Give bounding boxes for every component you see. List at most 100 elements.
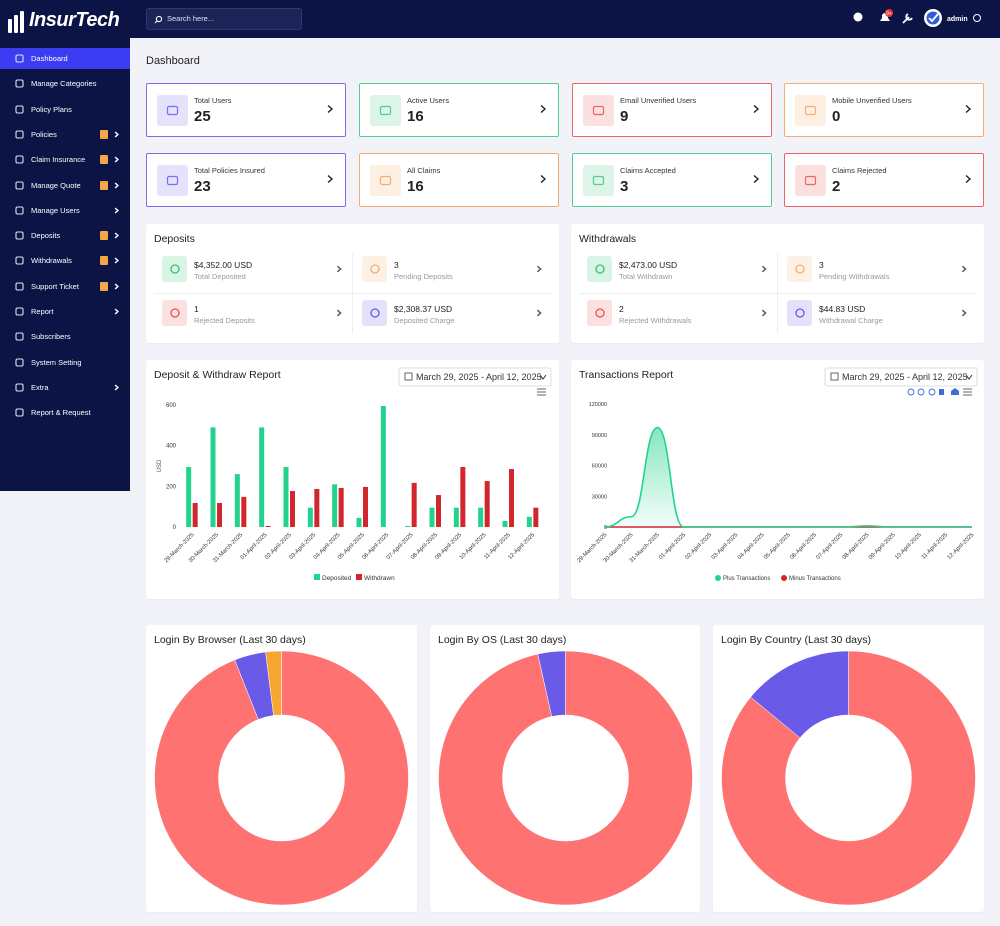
x-tick-label: 09-April-2025 xyxy=(868,532,897,561)
stat-card[interactable]: Claims Rejected 2 xyxy=(784,153,984,207)
sidebar-item[interactable]: Report xyxy=(0,301,130,322)
stat-label: Active Users xyxy=(407,96,450,105)
chevron-icon xyxy=(961,265,967,273)
icon-shape xyxy=(15,307,24,316)
sidebar-item[interactable]: Extra xyxy=(0,377,130,398)
sidebar-item[interactable]: Manage Users xyxy=(0,200,130,221)
bar xyxy=(429,507,435,527)
sidebar-item[interactable]: Dashboard xyxy=(0,48,130,69)
stat-card[interactable]: Total Policies Insured 23 xyxy=(146,153,346,207)
summary-value: $2,473.00 USD xyxy=(619,260,678,270)
x-tick-label: 04-April-2025 xyxy=(737,532,766,561)
sidebar-icon xyxy=(15,130,24,139)
summary-glyph xyxy=(795,264,805,274)
stat-glyph xyxy=(592,105,605,116)
icon-shape xyxy=(15,79,24,88)
sidebar-icon xyxy=(15,54,24,63)
chevron xyxy=(327,174,334,184)
date-range-box[interactable] xyxy=(824,367,978,387)
chevron-icon xyxy=(114,257,119,264)
top-icons: 9+ admin xyxy=(853,9,981,27)
sidebar-item[interactable]: Support Ticket xyxy=(0,276,130,297)
bar xyxy=(186,467,192,527)
chevron-icon xyxy=(114,182,119,188)
stat-card[interactable]: Active Users 16 xyxy=(359,83,559,137)
chevron-icon xyxy=(114,232,119,239)
bar xyxy=(436,495,441,527)
bar xyxy=(210,427,216,527)
stat-icon xyxy=(370,95,401,126)
stat-card[interactable]: Mobile Unverified Users 0 xyxy=(784,83,984,137)
chevron xyxy=(114,384,119,391)
chart: Login By Country (Last 30 days) xyxy=(721,634,976,906)
chevron-icon xyxy=(761,265,767,273)
sidebar-item[interactable]: Subscribers xyxy=(0,326,130,347)
sidebar-label: Report & Request xyxy=(31,408,91,418)
sidebar-icon xyxy=(15,332,24,341)
chart-title: Login By OS (Last 30 days) xyxy=(438,634,566,646)
stat-card[interactable]: Total Users 25 xyxy=(146,83,346,137)
bar xyxy=(314,488,320,527)
summary-value: 2 xyxy=(619,304,624,314)
wrench-icon xyxy=(902,13,913,24)
stat-value: 25 xyxy=(194,108,211,125)
sidebar-item[interactable]: Policy Plans xyxy=(0,99,130,120)
chart-title: Login By Country (Last 30 days) xyxy=(721,634,871,646)
sidebar-item[interactable]: Claim Insurance xyxy=(0,149,130,170)
chevron xyxy=(965,104,972,114)
chevron xyxy=(540,174,547,184)
summary-glyph xyxy=(370,264,380,274)
chevron-icon xyxy=(965,104,972,114)
sidebar-item[interactable]: Policies xyxy=(0,124,130,145)
chevron-icon xyxy=(114,131,119,138)
icon-shape xyxy=(15,231,24,240)
handle xyxy=(154,20,158,24)
sidebar-label: Manage Users xyxy=(31,205,80,215)
bar xyxy=(460,467,466,527)
chevron-icon xyxy=(336,309,342,317)
bar xyxy=(192,503,198,527)
summary-icon xyxy=(162,256,187,282)
stat-label: Total Users xyxy=(194,96,232,105)
glyph xyxy=(795,308,805,318)
chevron xyxy=(114,182,119,188)
chart-title: Login By Browser (Last 30 days) xyxy=(154,634,306,646)
y-axis-label: USD xyxy=(157,459,163,472)
stat-card[interactable]: All Claims 16 xyxy=(359,153,559,207)
summary-label: Pending Withdrawals xyxy=(819,272,890,281)
search-box[interactable]: Search here... xyxy=(146,8,302,30)
sidebar-icon xyxy=(15,231,24,240)
sidebar-item[interactable]: Report & Request xyxy=(0,402,130,423)
stat-glyph xyxy=(379,175,392,186)
chevron xyxy=(961,309,967,317)
icon-shape xyxy=(15,332,24,341)
stat-card[interactable]: Claims Accepted 3 xyxy=(572,153,772,207)
chart: Login By OS (Last 30 days) xyxy=(438,634,693,906)
bar xyxy=(363,486,368,527)
summary-label: Rejected Deposits xyxy=(194,316,255,325)
sidebar-label: Subscribers xyxy=(31,332,71,342)
bar xyxy=(332,484,338,527)
logo-icon xyxy=(8,11,24,33)
sidebar-item[interactable]: Manage Quote xyxy=(0,175,130,196)
chevron-icon xyxy=(327,174,334,184)
sidebar-badge xyxy=(100,129,108,139)
chart-title: Transactions Report xyxy=(579,369,673,381)
bar xyxy=(478,507,484,527)
chevron xyxy=(961,265,967,273)
y-tick-label: 200 xyxy=(166,484,177,490)
summary-panel panel: Withdrawals $2,473.00 USD Total Withdrawn 3… xyxy=(571,224,984,343)
logo-bar xyxy=(20,11,24,33)
sidebar-label: Deposits xyxy=(31,231,61,241)
sidebar-item[interactable]: Withdrawals xyxy=(0,250,130,271)
sidebar-item[interactable]: Deposits xyxy=(0,225,130,246)
sidebar-label: Withdrawals xyxy=(31,256,72,266)
search-icon xyxy=(154,15,163,24)
sidebar-item[interactable]: System Setting xyxy=(0,352,130,373)
stat-icon xyxy=(157,165,188,196)
summary-glyph xyxy=(170,264,180,274)
stat-card[interactable]: Email Unverified Users 9 xyxy=(572,83,772,137)
globe-icon xyxy=(853,12,863,22)
sidebar-item[interactable]: Manage Categories xyxy=(0,73,130,94)
date-range-box[interactable] xyxy=(398,367,552,387)
